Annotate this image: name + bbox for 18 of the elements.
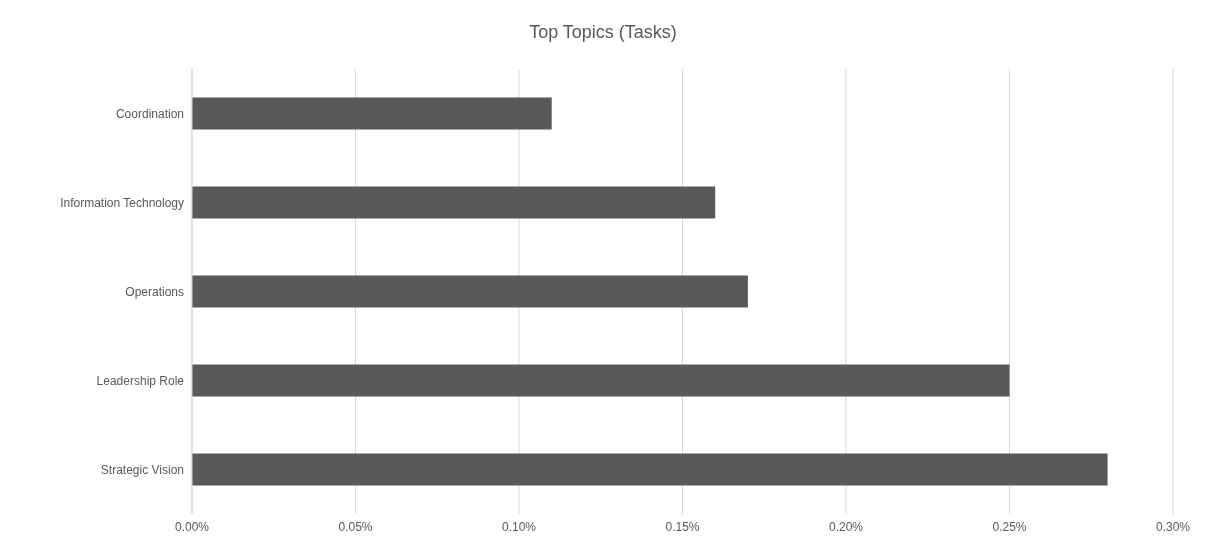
bar — [192, 275, 748, 308]
bar — [192, 364, 1010, 397]
y-tick-label: Operations — [125, 284, 184, 299]
bar — [192, 453, 1108, 486]
bar — [192, 186, 716, 219]
x-tick-label: 0.20% — [828, 519, 864, 534]
y-tick-label: Information Technology — [60, 195, 184, 210]
y-tick-label: Leadership Role — [96, 373, 185, 388]
x-tick-label: 0.25% — [992, 519, 1027, 534]
chart-title: Top Topics (Tasks) — [528, 21, 678, 44]
y-tick-label: Strategic Vision — [100, 462, 184, 477]
x-tick-label: 0.30% — [1155, 519, 1191, 534]
x-tick-label: 0.15% — [665, 519, 700, 534]
bar — [192, 97, 552, 130]
x-tick-label: 0.00% — [174, 519, 210, 534]
y-tick-label: Coordination — [115, 106, 184, 121]
x-tick-label: 0.10% — [501, 519, 537, 534]
x-tick-label: 0.05% — [338, 519, 373, 534]
